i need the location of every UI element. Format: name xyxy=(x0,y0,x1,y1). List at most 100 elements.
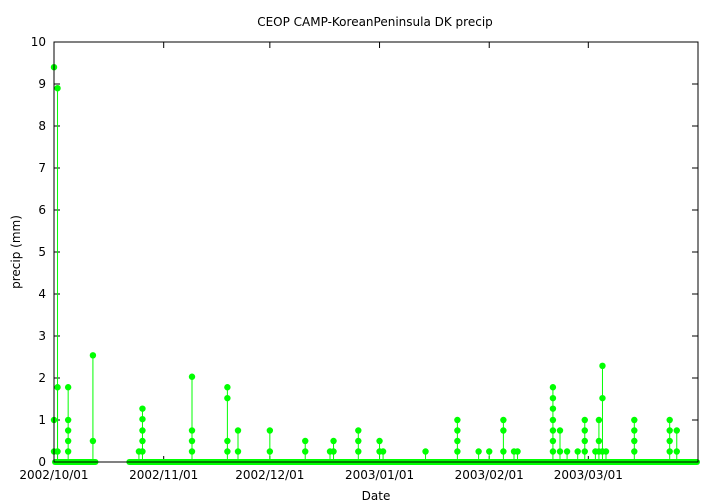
data-point xyxy=(89,352,97,359)
data-point xyxy=(54,384,61,391)
data-point xyxy=(422,448,429,455)
y-tick-label: 9 xyxy=(38,77,46,91)
data-point xyxy=(563,448,571,455)
data-point xyxy=(549,437,557,445)
data-point xyxy=(355,448,362,455)
y-tick-label: 10 xyxy=(31,35,46,49)
data-point xyxy=(500,448,507,455)
y-axis-label: precip (mm) xyxy=(9,215,23,289)
data-point xyxy=(224,384,231,391)
data-point xyxy=(224,448,231,455)
data-point xyxy=(188,373,196,380)
y-tick-label: 5 xyxy=(38,245,46,259)
data-point xyxy=(234,427,242,434)
y-tick-label: 4 xyxy=(38,287,46,301)
data-point xyxy=(139,427,146,434)
data-point xyxy=(302,448,309,455)
data-point xyxy=(379,448,387,455)
data-point xyxy=(574,448,581,455)
data-point xyxy=(631,416,638,424)
data-point xyxy=(188,427,196,434)
data-point xyxy=(581,427,588,434)
x-tick-label: 2003/01/01 xyxy=(345,468,414,482)
data-point xyxy=(475,448,482,455)
data-point xyxy=(454,427,461,434)
y-tick-label: 7 xyxy=(38,161,46,175)
y-tick-label: 3 xyxy=(38,329,46,343)
data-point xyxy=(500,427,507,434)
x-tick-label: 2002/12/01 xyxy=(235,468,304,482)
y-ticks: 0 1 2 3 4 5 6 7 8 9 10 xyxy=(31,35,698,469)
data-point xyxy=(631,448,638,455)
data-point xyxy=(631,427,638,434)
x-tick-label: 2002/11/01 xyxy=(129,468,198,482)
data-point xyxy=(549,416,557,424)
data-point xyxy=(486,448,493,455)
data-point xyxy=(355,437,362,445)
data-point xyxy=(302,437,309,445)
series-precip xyxy=(50,63,701,465)
data-point xyxy=(631,437,638,445)
data-point xyxy=(64,448,72,455)
y-tick-label: 6 xyxy=(38,203,46,217)
data-point xyxy=(581,416,588,424)
data-point xyxy=(64,384,72,391)
data-point xyxy=(64,427,72,434)
data-point xyxy=(673,448,680,455)
data-point xyxy=(139,405,146,412)
y-tick-label: 8 xyxy=(38,119,46,133)
chart-title: CEOP CAMP-KoreanPeninsula DK precip xyxy=(257,15,493,29)
data-point xyxy=(549,405,557,412)
data-point xyxy=(139,415,146,423)
data-point xyxy=(595,416,603,424)
data-point xyxy=(599,362,606,370)
data-point xyxy=(454,416,461,424)
data-point xyxy=(666,448,673,455)
data-point xyxy=(666,437,673,445)
data-point xyxy=(139,437,146,445)
data-point xyxy=(188,448,196,455)
data-point xyxy=(139,448,146,455)
y-tick-label: 1 xyxy=(38,413,46,427)
x-axis-label: Date xyxy=(362,489,391,503)
data-point xyxy=(549,394,557,402)
data-point xyxy=(355,427,362,434)
y-tick-label: 0 xyxy=(38,455,46,469)
data-point xyxy=(581,437,588,445)
x-ticks: 2002/10/01 2002/11/01 2002/12/01 2003/01/01… xyxy=(19,42,623,482)
data-point xyxy=(666,427,673,434)
data-point xyxy=(549,427,557,434)
data-point xyxy=(224,437,231,445)
data-point xyxy=(330,437,337,445)
data-point xyxy=(266,427,274,434)
data-point xyxy=(64,416,72,424)
data-point xyxy=(666,416,673,424)
data-point xyxy=(454,437,461,445)
data-point xyxy=(500,416,507,424)
x-tick-label: 2002/10/01 xyxy=(19,468,88,482)
data-point xyxy=(673,427,680,434)
data-point xyxy=(454,448,461,455)
data-point xyxy=(330,448,337,455)
data-point xyxy=(54,85,61,92)
data-point xyxy=(266,448,274,455)
data-point xyxy=(602,448,610,455)
data-point xyxy=(549,384,557,391)
x-tick-label: 2003/03/01 xyxy=(554,468,623,482)
y-tick-label: 2 xyxy=(38,371,46,385)
data-point xyxy=(556,427,564,434)
data-point xyxy=(595,437,603,445)
plot-frame xyxy=(53,41,699,463)
data-point xyxy=(234,448,242,455)
data-point xyxy=(556,448,564,455)
data-point xyxy=(514,448,521,455)
data-point xyxy=(224,394,231,402)
data-point xyxy=(89,437,97,445)
data-point xyxy=(64,437,72,445)
x-tick-label: 2003/02/01 xyxy=(455,468,524,482)
data-point xyxy=(549,448,557,455)
data-point xyxy=(599,394,606,402)
data-point xyxy=(581,448,588,455)
data-point xyxy=(376,437,383,445)
